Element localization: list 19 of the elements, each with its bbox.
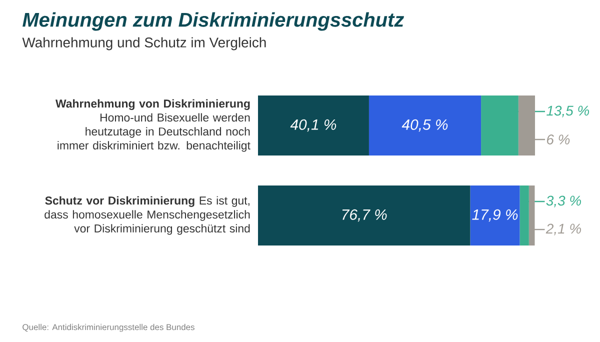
y-tick-label: Schutz vor Diskriminierung Es ist gut, dass homosexuelle Menschengesetzlich vor Diskriminierung geschützt sind (44, 196, 250, 235)
data-label: 2,1 % (546, 224, 581, 236)
data-label: 40,1 % (290, 119, 336, 132)
data-label: 3,3 % (546, 196, 581, 208)
bar (520, 186, 529, 246)
data-label: 76,7 % (342, 209, 387, 222)
text: Wahrnehmung und Schutz im Vergleich (22, 37, 266, 50)
source-note: Quelle: Antidiskriminierungsstelle des Bundes (22, 324, 194, 332)
chart-title: Meinungen zum Diskriminierungsschutz (22, 12, 404, 31)
data-label: 6 % (546, 134, 570, 144)
y-tick-label: Wahrnehmung von Diskriminierung Homo-und Bisexuelle werden heutzutage in Deutschland noch immer diskriminiert bzw. benachteiligt (56, 99, 250, 152)
bar (368, 96, 482, 156)
bar (481, 96, 518, 156)
data-label: 17,9 % (472, 209, 518, 222)
data-label: 40,5 % (402, 119, 448, 132)
bar (258, 96, 369, 156)
data-label: 13,5 % (546, 106, 590, 118)
bar (470, 186, 520, 246)
bar (258, 186, 470, 246)
